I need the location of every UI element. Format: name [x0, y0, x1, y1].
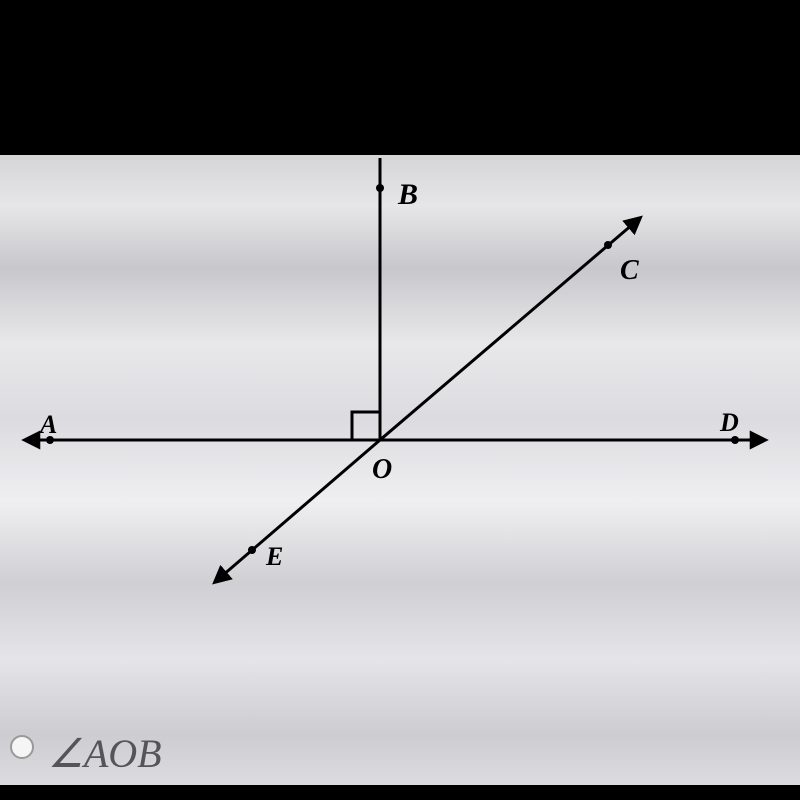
point-label-O: O: [372, 454, 392, 486]
point-dot-E: [248, 546, 256, 554]
point-dot-C: [604, 241, 612, 249]
point-label-D: D: [720, 408, 739, 438]
ray-OE: [215, 440, 380, 582]
answer-radio[interactable]: [10, 735, 34, 759]
point-label-B: B: [398, 178, 418, 212]
ray-OC: [380, 218, 640, 440]
right-angle-marker: [352, 412, 380, 440]
point-label-A: A: [40, 410, 57, 440]
point-dot-B: [376, 184, 384, 192]
point-label-E: E: [266, 542, 283, 572]
geometry-diagram: [0, 0, 800, 800]
answer-text: ∠AOB: [48, 730, 162, 777]
point-label-C: C: [620, 255, 639, 287]
